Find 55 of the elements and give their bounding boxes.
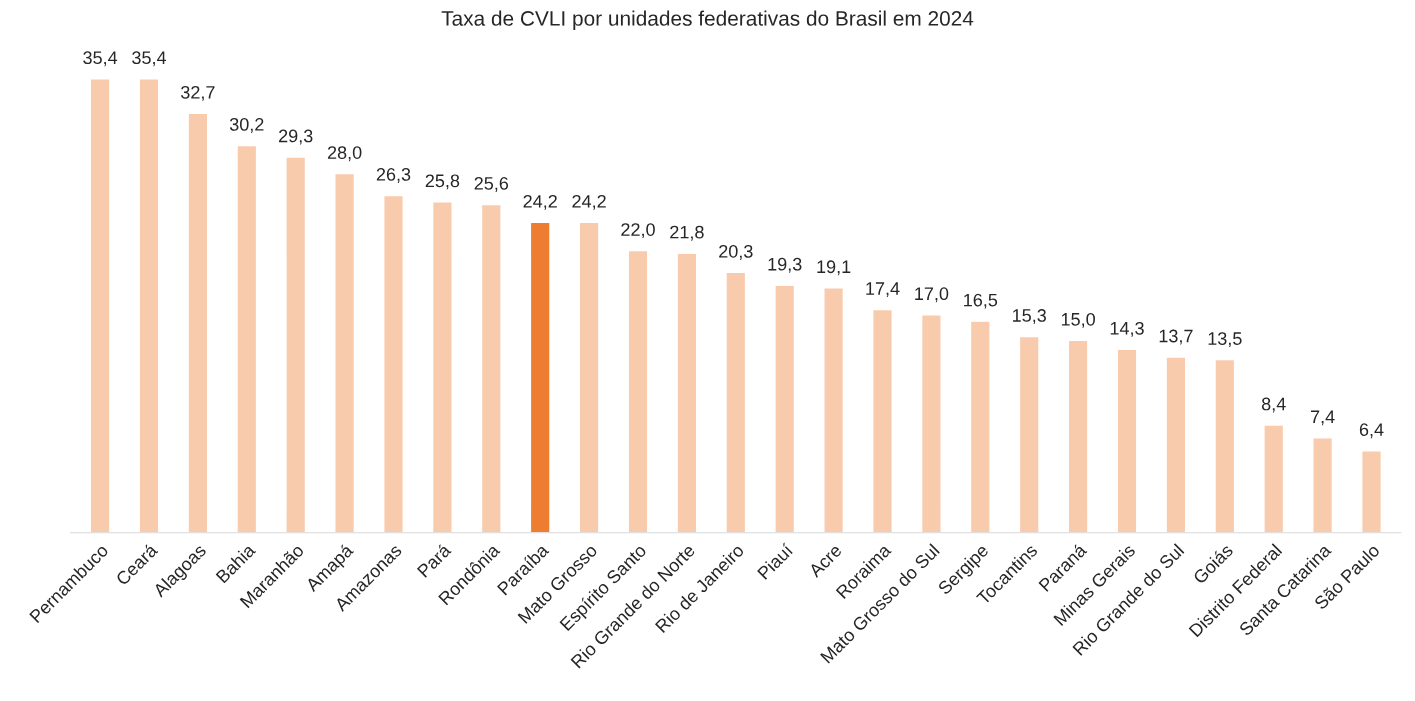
bar xyxy=(1263,424,1285,533)
data-label: 16,5 xyxy=(964,293,998,309)
data-label: 25,8 xyxy=(425,174,460,190)
bar xyxy=(725,271,747,533)
chart-title: Taxa de CVLI por unidades federativas do Brasil em 2024 xyxy=(441,10,974,30)
bar xyxy=(920,314,942,533)
bar xyxy=(1165,356,1187,533)
bar xyxy=(236,144,258,533)
data-label: 15,3 xyxy=(1013,309,1046,324)
data-label: 13,7 xyxy=(1159,329,1193,345)
data-label: 6,4 xyxy=(1359,423,1384,439)
bar xyxy=(1214,358,1236,533)
bar xyxy=(578,221,600,533)
bar xyxy=(431,201,453,533)
data-label: 24,2 xyxy=(572,194,606,210)
data-label: 30,2 xyxy=(229,118,264,133)
data-label: 8,4 xyxy=(1261,397,1286,413)
data-label: 24,2 xyxy=(523,194,557,210)
bar xyxy=(1361,449,1382,533)
data-label: 20,3 xyxy=(719,244,753,260)
bar xyxy=(334,172,356,533)
data-label: 26,3 xyxy=(376,168,411,183)
data-label: 35,4 xyxy=(132,51,167,67)
data-label: 13,5 xyxy=(1208,332,1242,348)
bar xyxy=(138,78,160,533)
data-label: 35,4 xyxy=(83,51,118,67)
bar xyxy=(823,287,845,533)
data-label: 29,3 xyxy=(279,129,313,145)
data-label: 19,1 xyxy=(817,260,851,276)
data-label: 21,8 xyxy=(670,225,704,241)
data-label: 7,4 xyxy=(1310,410,1335,426)
bar xyxy=(529,221,551,533)
bar xyxy=(187,112,209,533)
bar xyxy=(676,252,698,533)
data-label: 19,3 xyxy=(768,257,802,273)
data-label: 17,4 xyxy=(866,282,900,298)
data-label: 32,7 xyxy=(181,85,215,101)
bar xyxy=(1312,437,1334,533)
bar xyxy=(89,78,111,533)
bar xyxy=(627,249,649,533)
data-label: 25,6 xyxy=(474,176,509,192)
bar xyxy=(1018,335,1040,533)
bar xyxy=(383,194,404,533)
data-label: 28,0 xyxy=(327,146,362,162)
bar xyxy=(872,308,893,533)
bar xyxy=(480,203,502,533)
data-label: 15,0 xyxy=(1061,312,1095,328)
bar xyxy=(1067,339,1089,533)
data-label: 17,0 xyxy=(915,287,949,303)
bar xyxy=(774,284,796,533)
bar xyxy=(285,156,307,533)
bar xyxy=(1116,348,1138,533)
data-label: 14,3 xyxy=(1110,321,1144,337)
data-label: 22,0 xyxy=(621,223,655,239)
bar xyxy=(969,320,991,533)
